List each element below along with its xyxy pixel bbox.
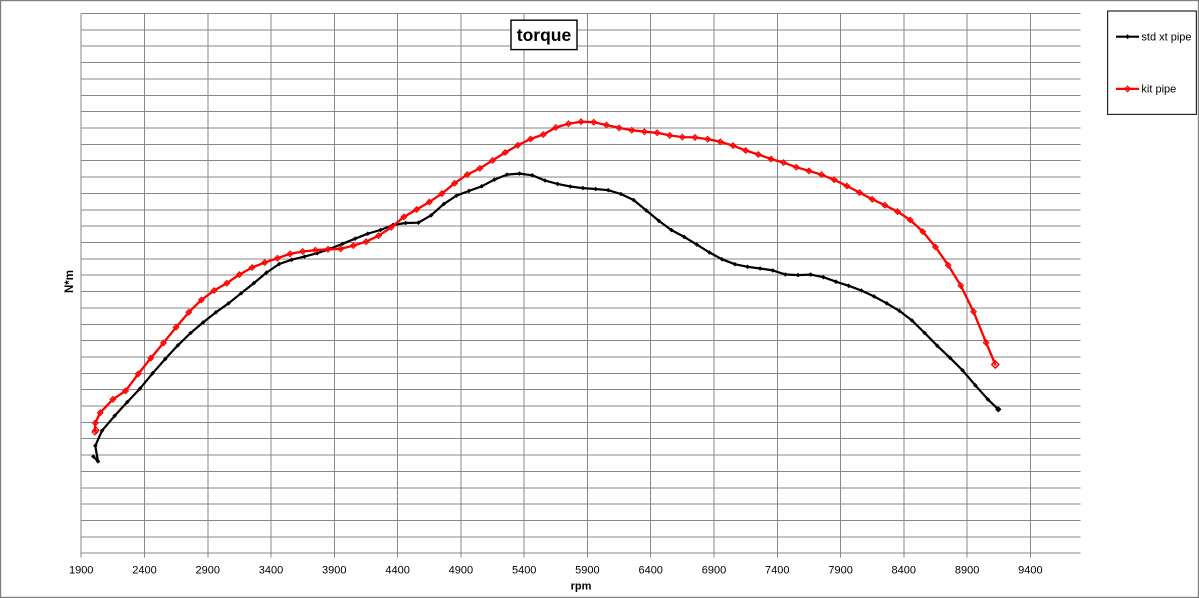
svg-text:1900: 1900 (69, 565, 93, 577)
svg-text:9400: 9400 (1018, 565, 1042, 577)
svg-text:8900: 8900 (955, 565, 979, 577)
svg-text:8400: 8400 (892, 565, 916, 577)
svg-text:kit pipe: kit pipe (1141, 84, 1176, 96)
svg-text:3900: 3900 (322, 565, 346, 577)
svg-text:rpm: rpm (571, 581, 592, 593)
svg-text:7400: 7400 (765, 565, 789, 577)
svg-text:4900: 4900 (449, 565, 473, 577)
svg-text:5400: 5400 (512, 565, 536, 577)
svg-text:6900: 6900 (702, 565, 726, 577)
svg-text:7900: 7900 (828, 565, 852, 577)
svg-text:3400: 3400 (259, 565, 283, 577)
svg-text:2900: 2900 (196, 565, 220, 577)
svg-text:4400: 4400 (385, 565, 409, 577)
svg-text:6400: 6400 (638, 565, 662, 577)
svg-text:2400: 2400 (132, 565, 156, 577)
svg-text:N*m: N*m (64, 270, 76, 293)
svg-text:std xt pipe: std xt pipe (1141, 31, 1191, 43)
svg-text:5900: 5900 (575, 565, 599, 577)
svg-text:torque: torque (517, 25, 572, 45)
